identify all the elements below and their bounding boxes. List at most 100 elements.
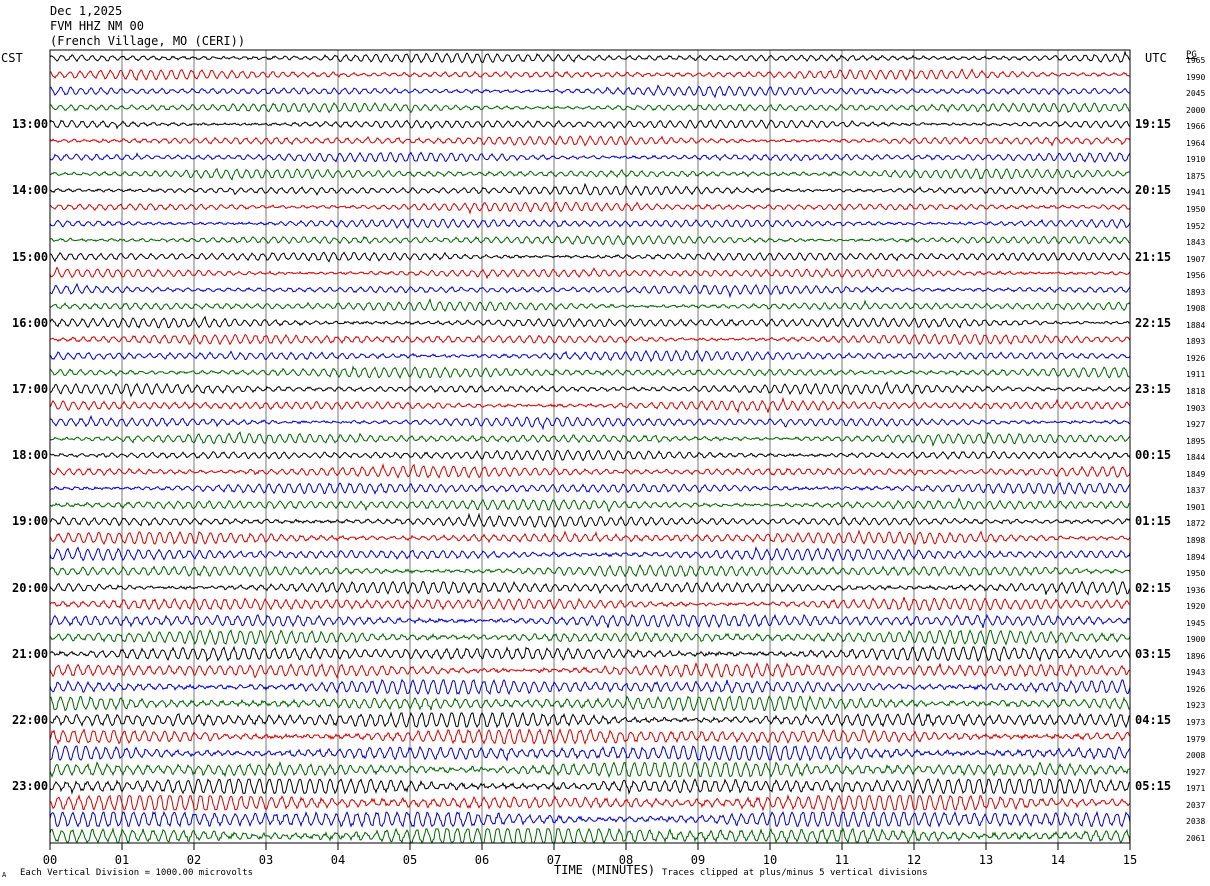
x-tick-label: 05 xyxy=(402,853,418,867)
left-hour-label: 16:00 xyxy=(12,315,49,330)
trace-row-0 xyxy=(49,50,1131,64)
row-count: 1966 xyxy=(1186,122,1206,132)
trace-row-31 xyxy=(49,563,1131,578)
trace-row-33 xyxy=(49,596,1131,612)
trace-row-41 xyxy=(49,727,1131,746)
trace-row-40 xyxy=(49,711,1131,729)
row-count: 1979 xyxy=(1186,734,1206,744)
trace-row-22 xyxy=(49,414,1131,431)
row-count: 1907 xyxy=(1186,254,1206,264)
x-tick-label: 01 xyxy=(114,853,130,867)
row-count: 1943 xyxy=(1186,668,1206,678)
left-hour-label: 15:00 xyxy=(12,249,49,264)
trace-row-36 xyxy=(50,645,1131,663)
row-count: 1903 xyxy=(1186,403,1206,413)
trace-row-3 xyxy=(49,101,1131,114)
trace-row-12 xyxy=(49,251,1131,263)
row-count: 1911 xyxy=(1186,370,1206,380)
right-hour-label: 23:15 xyxy=(1135,382,1172,396)
row-count: 1818 xyxy=(1186,387,1206,396)
row-count: 1844 xyxy=(1186,453,1206,463)
trace-row-20 xyxy=(50,381,1131,398)
x-axis-title: TIME (MINUTES) xyxy=(554,863,656,877)
x-tick-label: 03 xyxy=(258,853,274,867)
trace-row-11 xyxy=(49,234,1131,246)
count-column-title: PG xyxy=(1186,50,1197,60)
left-hour-label: 20:00 xyxy=(12,580,49,595)
row-count: 1910 xyxy=(1186,155,1206,165)
x-tick-label: 15 xyxy=(1122,853,1138,867)
trace-row-35 xyxy=(49,629,1131,646)
row-count: 1926 xyxy=(1186,353,1206,363)
left-hour-label: 19:00 xyxy=(12,514,49,529)
row-count: 1936 xyxy=(1186,585,1206,595)
x-tick-label: 07 xyxy=(546,853,562,867)
left-hour-label: 22:00 xyxy=(12,713,49,727)
row-count: 1950 xyxy=(1186,204,1206,214)
trace-row-10 xyxy=(49,218,1131,230)
trace-row-23 xyxy=(49,431,1131,448)
row-count: 1923 xyxy=(1186,701,1206,711)
x-tick-label: 12 xyxy=(906,853,922,867)
trace-row-17 xyxy=(49,333,1131,346)
row-count: 1945 xyxy=(1186,618,1206,628)
trace-row-2 xyxy=(49,84,1131,99)
row-count: 1898 xyxy=(1186,535,1206,545)
trace-row-39 xyxy=(50,694,1131,713)
row-count: 1872 xyxy=(1186,519,1206,529)
row-count: 1843 xyxy=(1186,238,1206,248)
row-count: 1920 xyxy=(1186,602,1206,612)
header-station: FVM HHZ NM 00 xyxy=(50,19,144,33)
x-tick-label: 00 xyxy=(42,853,58,867)
header-date: Dec 1,2025 xyxy=(50,4,123,18)
trace-row-18 xyxy=(49,349,1131,363)
row-count: 1894 xyxy=(1186,552,1206,562)
trace-row-4 xyxy=(49,119,1131,130)
trace-row-42 xyxy=(49,745,1131,762)
x-tick-label: 11 xyxy=(834,853,850,867)
plot-frame xyxy=(49,49,1131,844)
row-count: 1941 xyxy=(1186,188,1206,198)
trace-row-32 xyxy=(49,580,1131,596)
trace-row-28 xyxy=(49,512,1131,528)
trace-row-47 xyxy=(49,826,1131,845)
row-count: 1950 xyxy=(1186,569,1206,579)
left-hour-label: 13:00 xyxy=(12,117,49,132)
trace-row-19 xyxy=(49,365,1131,379)
trace-row-5 xyxy=(49,135,1131,147)
right-hour-label: 01:15 xyxy=(1135,514,1172,529)
trace-row-30 xyxy=(49,546,1131,563)
left-hour-label: 17:00 xyxy=(12,382,49,396)
row-count: 1900 xyxy=(1186,635,1206,645)
row-count: 2037 xyxy=(1186,800,1206,810)
right-hour-label: 20:15 xyxy=(1135,183,1172,198)
right-hour-label: 05:15 xyxy=(1135,779,1172,794)
trace-row-8 xyxy=(49,182,1131,197)
right-hour-label: 02:15 xyxy=(1135,580,1172,595)
minute-gridlines xyxy=(49,50,1131,843)
x-tick-label: 02 xyxy=(186,853,202,867)
row-count: 1893 xyxy=(1186,287,1206,297)
trace-row-7 xyxy=(49,167,1131,181)
row-count: 2000 xyxy=(1186,105,1206,115)
trace-row-34 xyxy=(49,613,1131,629)
header-location: (French Village, MO (CERI)) xyxy=(50,34,246,48)
scale-note: Each Vertical Division = 1000.00 microvo… xyxy=(20,868,253,878)
left-hour-label: 23:00 xyxy=(12,779,49,794)
trace-row-38 xyxy=(49,678,1131,696)
corner-mark: A xyxy=(2,871,7,879)
row-count: 1896 xyxy=(1186,651,1206,661)
row-count: 1875 xyxy=(1186,171,1206,181)
trace-row-29 xyxy=(49,529,1131,545)
row-count: 1990 xyxy=(1186,72,1206,82)
trace-row-26 xyxy=(49,481,1131,495)
x-tick-marks xyxy=(49,843,1131,850)
x-tick-label: 10 xyxy=(762,853,778,867)
row-count: 1927 xyxy=(1186,767,1206,777)
trace-row-27 xyxy=(49,497,1131,513)
row-count: 1884 xyxy=(1186,320,1206,330)
row-count: 1895 xyxy=(1186,436,1206,446)
seismic-traces xyxy=(49,50,1131,845)
trace-row-21 xyxy=(49,396,1131,414)
